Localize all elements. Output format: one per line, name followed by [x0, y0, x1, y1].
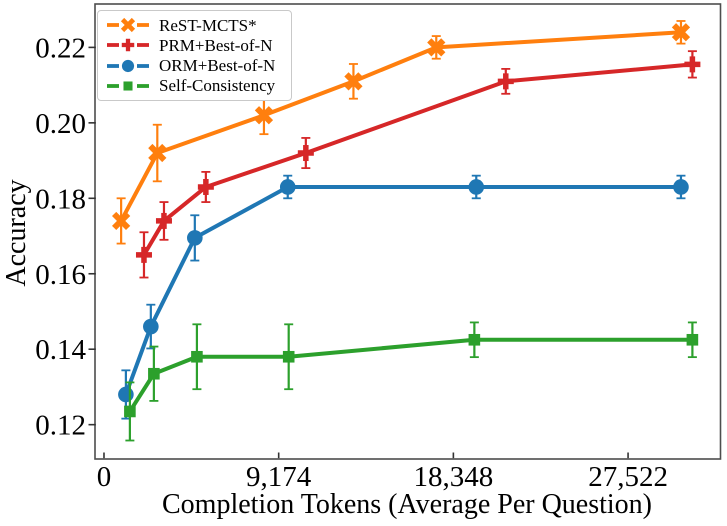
legend-item-orm-best-of-n: ORM+Best-of-N: [106, 56, 281, 76]
prm-line-marker-icon: [107, 39, 149, 52]
data-point-rest-mcts: [671, 23, 691, 42]
y-tick-label: 0.16: [35, 259, 86, 291]
legend-item-rest-mcts: ReST-MCTS*: [106, 15, 281, 35]
chart-shape: [123, 81, 133, 91]
data-point-prm-best-of-n: [684, 56, 701, 73]
chart-shape: [427, 38, 446, 57]
chart-shape: [148, 143, 167, 163]
chart-shape: [121, 59, 135, 72]
x-axis-label: Completion Tokens (Average Per Question): [161, 489, 653, 520]
data-point-self-consistency: [282, 350, 295, 363]
y-tick-label: 0.12: [35, 410, 86, 442]
chart-shape: [187, 230, 203, 246]
chart-shape: [468, 333, 481, 346]
data-point-orm-best-of-n: [143, 318, 159, 335]
chart-shape: [124, 405, 136, 418]
chart-shape: [671, 23, 691, 42]
chart-shape: [686, 333, 699, 346]
x-tick-label: 9,174: [246, 461, 312, 493]
chart-shape: [143, 318, 159, 335]
series-line-prm-best-of-n: [142, 62, 693, 256]
chart-shape: [118, 386, 134, 403]
chart-shape: [344, 72, 363, 91]
data-point-self-consistency: [468, 333, 481, 346]
y-tick-label: 0.14: [35, 334, 86, 366]
data-point-self-consistency: [686, 333, 699, 346]
data-point-orm-best-of-n: [468, 179, 485, 195]
data-point-rest-mcts: [344, 72, 363, 91]
orm-line-marker-icon: [107, 59, 149, 72]
data-point-rest-mcts: [254, 106, 274, 125]
x-tick-label: 27,522: [588, 461, 668, 493]
chart-shape: [673, 179, 689, 195]
x-tick-label: 0: [97, 461, 112, 493]
chart-shape: [279, 179, 296, 195]
legend-label: ReST-MCTS*: [159, 15, 257, 35]
data-point-prm-best-of-n: [497, 73, 514, 90]
series-rest-mcts: [112, 20, 691, 245]
chart-shape: [191, 350, 203, 363]
chart-shape: [112, 211, 131, 231]
data-point-self-consistency: [191, 350, 203, 363]
data-point-orm-best-of-n: [187, 230, 203, 246]
data-point-rest-mcts: [427, 38, 446, 57]
series-self-consistency: [124, 321, 699, 442]
series-line-self-consistency: [128, 337, 693, 413]
y-axis-label: Accuracy: [1, 179, 32, 287]
legend-item-prm-best-of-n: PRM+Best-of-N: [106, 35, 281, 55]
data-point-rest-mcts: [148, 143, 167, 163]
y-tick-label: 0.20: [35, 108, 86, 140]
legend-label: Self-Consistency: [159, 76, 276, 96]
y-tick-label: 0.22: [35, 32, 86, 64]
data-point-orm-best-of-n: [673, 179, 689, 195]
data-point-rest-mcts: [112, 211, 131, 231]
series-line-orm-best-of-n: [124, 184, 681, 396]
chart-shape: [120, 18, 136, 33]
data-point-prm-best-of-n: [135, 246, 152, 263]
chart-shape: [282, 350, 295, 363]
chart-shape: [468, 179, 485, 195]
data-point-self-consistency: [148, 367, 160, 380]
y-tick-label: 0.18: [35, 183, 86, 215]
data-point-orm-best-of-n: [118, 386, 134, 403]
legend-label: PRM+Best-of-N: [159, 35, 273, 55]
x-tick-label: 18,348: [414, 461, 494, 493]
legend-item-self-consistency: Self-Consistency: [106, 76, 281, 96]
series-prm-best-of-n: [135, 50, 701, 279]
legend: ReST-MCTS* PRM+Best-of-N ORM+Best-of-N S…: [97, 10, 292, 101]
data-point-prm-best-of-n: [197, 178, 214, 195]
series-line-rest-mcts: [119, 30, 682, 222]
legend-label: ORM+Best-of-N: [159, 56, 276, 76]
data-point-self-consistency: [124, 405, 136, 418]
data-point-prm-best-of-n: [297, 145, 314, 162]
rest-mcts-line-marker-icon: [107, 18, 149, 33]
chart-shape: [254, 106, 274, 125]
chart-shape: [148, 367, 160, 380]
self-consistency-line-marker-icon: [107, 81, 149, 91]
plot-border: [94, 3, 722, 460]
series-orm-best-of-n: [118, 174, 689, 420]
data-point-prm-best-of-n: [155, 212, 172, 229]
data-point-orm-best-of-n: [279, 179, 296, 195]
